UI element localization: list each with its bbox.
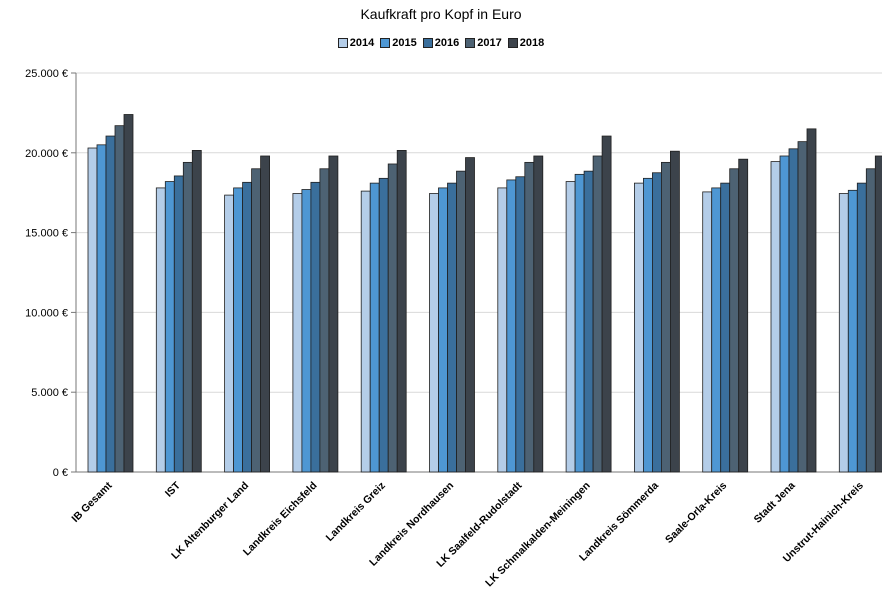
legend: 2014 2015 2016 2017 2018 [0,37,882,49]
bar-2014-5 [429,193,439,473]
bar-2015-10 [779,155,790,473]
bar-2016-3 [310,181,321,473]
x-tick-label-9: Saale-Orla-Kreis [663,480,729,546]
legend-item-2014: 2014 [337,37,375,49]
bar-2014-1 [155,187,166,473]
bar-2017-0 [114,125,125,473]
bar-2014-10 [770,161,781,473]
legend-item-2016: 2016 [422,37,460,49]
bar-2018-4 [396,150,407,473]
y-tick-label-4: 20.000 € [25,148,68,160]
legend-label-2018: 2018 [519,37,545,49]
bar-2014-9 [702,191,713,473]
legend-swatch-2015 [380,38,391,48]
bar-2015-0 [96,144,107,473]
bar-2017-5 [456,170,466,473]
bar-2018-1 [191,150,202,473]
bar-2017-8 [661,161,671,473]
y-tick-label-5: 25.000 € [25,68,68,80]
bar-2015-6 [506,179,517,473]
bar-2018-0 [123,114,134,473]
bar-2015-3 [301,189,312,473]
bar-2014-11 [838,193,849,473]
bar-2018-5 [465,157,475,473]
bar-2017-4 [387,163,398,473]
bar-2017-9 [729,168,740,473]
legend-label-2014: 2014 [349,37,375,49]
x-tick-label-4: Landkreis Greiz [324,480,388,544]
bar-2014-6 [497,187,508,473]
bar-2015-7 [574,173,585,473]
bar-2016-11 [856,182,867,473]
bar-2014-0 [87,147,98,473]
bar-2018-7 [601,135,612,473]
bar-2016-9 [720,182,731,473]
bar-2018-8 [670,150,680,473]
legend-item-2015: 2015 [380,37,417,49]
bar-2017-10 [797,141,808,473]
bar-2016-8 [652,172,662,473]
x-tick-label-11: Unstrut-Hainich-Kreis [781,480,866,565]
x-tick-label-1: IST [163,479,183,499]
bar-2017-1 [182,161,193,473]
y-tick-label-0: 0 € [53,467,68,479]
bar-2015-2 [233,187,244,473]
bar-2018-3 [328,155,339,473]
bar-2018-10 [806,128,817,473]
bar-2017-3 [319,168,330,473]
bar-2014-2 [224,194,235,473]
bar-2015-11 [847,189,858,473]
x-tick-label-3: Landkreis Eichsfeld [241,480,320,559]
bar-2016-10 [788,148,799,473]
bar-2015-9 [711,187,722,473]
bar-2014-7 [565,181,576,473]
bar-2017-7 [592,155,603,473]
legend-swatch-2016 [422,38,433,48]
y-tick-label-2: 10.000 € [25,307,68,319]
x-tick-label-2: LK Altenburger Land [169,480,251,562]
legend-swatch-2014 [337,38,348,48]
bar-2015-1 [164,181,175,473]
bar-2015-5 [438,187,448,473]
legend-item-2018: 2018 [507,37,545,49]
legend-swatch-2017 [465,38,476,48]
bar-2016-1 [173,175,184,473]
y-tick-label-3: 15.000 € [25,228,68,240]
chart-title: Kaufkraft pro Kopf in Euro [360,6,522,22]
bar-2017-6 [524,161,535,473]
x-tick-label-0: IB Gesamt [69,479,115,525]
bar-2016-4 [378,177,389,473]
legend-label-2016: 2016 [434,37,460,49]
x-tick-label-8: Landkreis Sömmerda [577,480,661,564]
bar-2016-2 [242,181,253,473]
bar-2014-4 [360,190,371,473]
bar-2015-8 [643,177,653,473]
bar-2018-6 [533,155,544,473]
bar-2016-6 [515,176,526,473]
y-tick-label-1: 5.000 € [31,387,68,399]
bar-2014-8 [634,182,644,473]
bar-2018-9 [738,158,749,473]
legend-label-2017: 2017 [477,37,502,49]
legend-label-2015: 2015 [392,37,417,49]
legend-item-2017: 2017 [465,37,502,49]
bar-2018-2 [260,155,271,473]
bar-2017-11 [865,168,876,473]
bar-2016-5 [447,182,457,473]
bar-2018-11 [874,155,882,473]
bar-2016-7 [583,170,594,473]
bar-2017-2 [251,168,262,473]
x-tick-label-10: Stadt Jena [752,480,798,526]
bar-2014-3 [292,193,303,473]
bar-2016-0 [105,135,116,473]
legend-swatch-2018 [507,38,518,48]
bar-2015-4 [369,182,380,473]
